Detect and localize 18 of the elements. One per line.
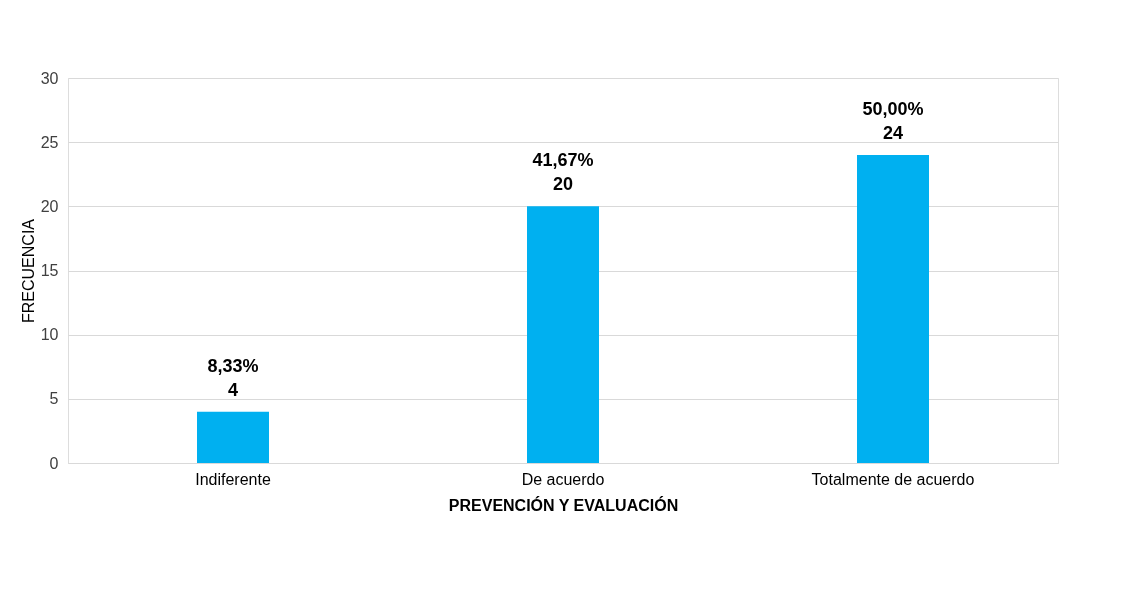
y-tick-label: 0 [49,454,59,472]
y-axis-title: FRECUENCIA [19,218,37,324]
y-tick-label: 30 [40,69,59,87]
data-label: 41,67% 20 [532,150,594,195]
data-label: 50,00% 24 [862,99,924,143]
bar [527,206,599,463]
data-label: 8,33% 4 [207,355,259,400]
y-tick-label: 20 [40,197,59,215]
bar [857,155,929,463]
x-tick-label: Indiferente [195,470,271,488]
x-tick-label: Totalmente de acuerdo [811,470,975,488]
y-tick-label: 10 [40,326,59,344]
y-tick-label: 25 [40,133,59,151]
y-tick-label: 15 [40,262,59,279]
x-tick-label: De acuerdo [521,470,605,488]
x-axis-title: PREVENCIÓN Y EVALUACIÓN [448,495,679,514]
bar [197,411,269,463]
y-tick-label: 5 [49,390,59,408]
